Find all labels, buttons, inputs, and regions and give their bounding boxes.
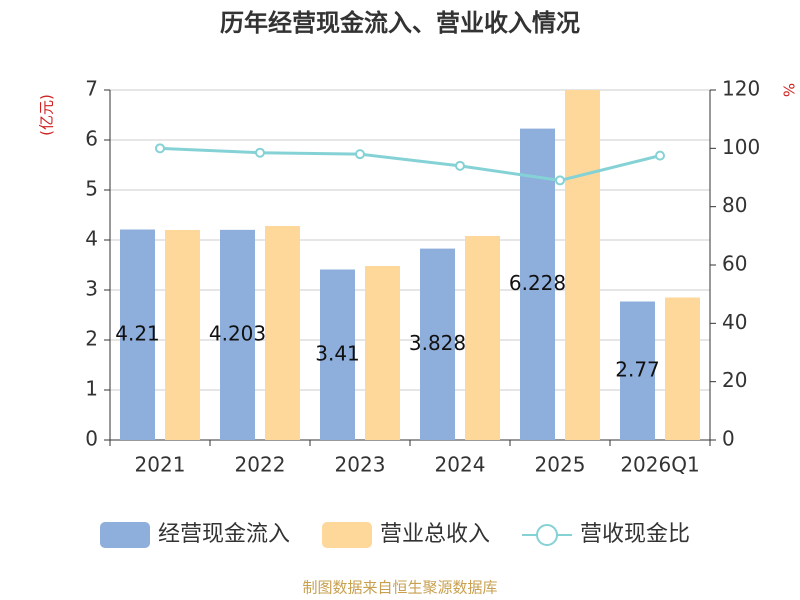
y2-tick-label: 40	[722, 310, 747, 334]
bar	[620, 301, 655, 440]
bar	[120, 229, 155, 440]
y-tick-label: 2	[85, 327, 98, 351]
y2-tick-label: 60	[722, 252, 747, 276]
bar	[265, 226, 300, 440]
x-tick-label: 2023	[335, 453, 386, 477]
line-point	[655, 150, 665, 161]
legend-swatch	[100, 522, 150, 548]
y-tick-label: 6	[85, 127, 98, 151]
y2-tick-label: 120	[722, 77, 760, 101]
bar	[220, 229, 255, 440]
chart-title: 历年经营现金流入、营业收入情况	[220, 9, 580, 37]
y-tick-label: 3	[85, 277, 98, 301]
bar	[520, 128, 555, 440]
y-tick-label: 4	[85, 227, 98, 251]
source-note: 制图数据来自恒生聚源数据库	[302, 579, 497, 597]
x-tick-label: 2025	[535, 453, 586, 477]
x-tick-label: 2022	[235, 453, 286, 477]
legend-label: 营收现金比	[580, 522, 690, 547]
bar	[665, 297, 700, 440]
x-tick-label: 2021	[135, 453, 186, 477]
value-label: 6.228	[509, 271, 566, 295]
y2-axis-label: %	[780, 83, 798, 97]
value-label: 3.828	[409, 331, 466, 355]
y-axis-label: (亿元)	[38, 94, 56, 136]
y-tick-label: 5	[85, 177, 98, 201]
bar	[320, 269, 355, 440]
line	[159, 146, 661, 182]
line-point	[555, 175, 565, 186]
line-point	[255, 147, 265, 158]
y2-tick-label: 0	[722, 427, 735, 451]
bar	[565, 90, 600, 440]
legend-label: 经营现金流入	[158, 522, 290, 547]
x-tick-label: 2026Q1	[620, 453, 699, 477]
value-label: 2.77	[615, 357, 660, 381]
bar	[165, 230, 200, 440]
y2-tick-label: 80	[722, 193, 747, 217]
value-label: 4.21	[115, 321, 160, 345]
legend-label: 营业总收入	[380, 522, 490, 547]
value-label: 3.41	[315, 341, 360, 365]
value-label: 4.203	[209, 321, 266, 345]
legend-swatch	[536, 524, 558, 546]
y-tick-label: 1	[85, 377, 98, 401]
line-point	[355, 149, 365, 160]
x-tick-label: 2024	[435, 453, 486, 477]
line-point	[455, 160, 465, 171]
line-point	[155, 143, 165, 154]
bar	[365, 266, 400, 440]
y-tick-label: 0	[85, 427, 98, 451]
y2-tick-label: 20	[722, 368, 747, 392]
bar	[420, 248, 455, 440]
y2-tick-label: 100	[722, 135, 760, 159]
legend-swatch	[322, 522, 372, 548]
y-tick-label: 7	[85, 77, 98, 101]
bar	[465, 236, 500, 440]
